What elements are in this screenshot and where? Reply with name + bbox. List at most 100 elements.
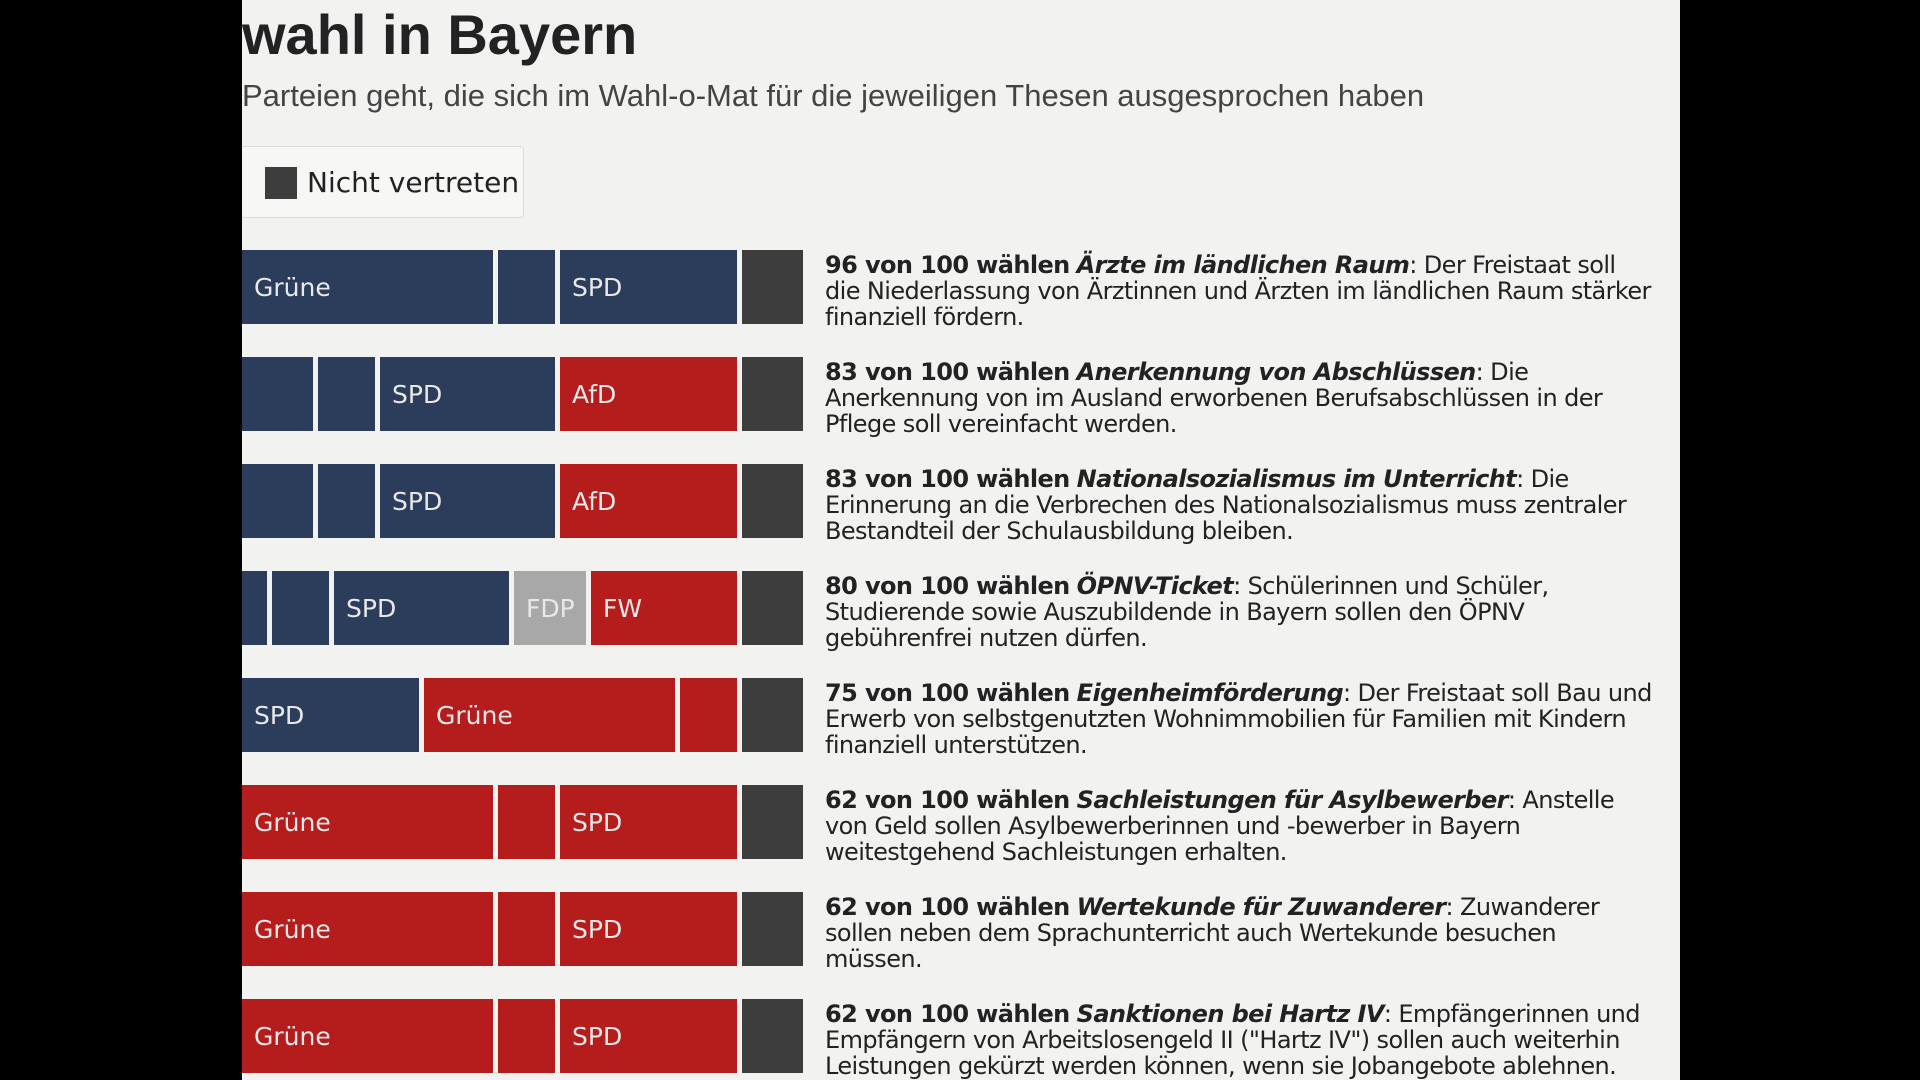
bar-segment-8-1	[242, 999, 493, 1073]
thesis-topic: ÖPNV-Ticket	[1076, 572, 1234, 600]
bar-segment-label: SPD	[392, 487, 442, 516]
thesis-text-6: 62 von 100 wählen Sachleistungen für Asy…	[825, 787, 1655, 865]
bar-segment-label: AfD	[572, 487, 616, 516]
thesis-topic: Wertekunde für Zuwanderer	[1076, 893, 1446, 921]
bar-segment-label: SPD	[572, 808, 622, 837]
bar-segment-4-1	[242, 571, 267, 645]
bar-segment-3-4	[560, 464, 737, 538]
bar-segment-5-3	[680, 678, 737, 752]
bar-row-3: SPD AfD	[242, 464, 803, 538]
bar-segment-1-4	[742, 250, 803, 324]
thesis-topic: Sachleistungen für Asylbewerber	[1076, 786, 1509, 814]
bar-segment-4-2	[272, 571, 329, 645]
thesis-count: 75 von 100 wählen	[825, 679, 1070, 707]
bar-segment-label: SPD	[572, 273, 622, 302]
bar-segment-2-4	[560, 357, 737, 431]
thesis-description: : Zuwanderer sollen neben dem Sprachunte…	[825, 893, 1600, 973]
bar-segment-6-1	[242, 785, 493, 859]
thesis-description: : Der Freistaat soll Bau und Erwerb von …	[825, 679, 1652, 759]
bar-segment-7-1	[242, 892, 493, 966]
bar-segment-1-1	[242, 250, 493, 324]
thesis-text-1: 96 von 100 wählen Ärzte im ländlichen Ra…	[825, 252, 1655, 330]
bar-row-7: Grüne SPD	[242, 892, 803, 966]
bar-segment-5-2	[424, 678, 675, 752]
legend: Nicht vertreten	[242, 146, 524, 218]
legend-label-not-represented: Nicht vertreten	[307, 166, 520, 199]
bar-segment-4-5	[591, 571, 737, 645]
bar-segment-1-3	[560, 250, 737, 324]
bar-row-6: Grüne SPD	[242, 785, 803, 859]
bar-segment-label: SPD	[392, 380, 442, 409]
thesis-description: : Schülerinnen und Schüler, Studierende …	[825, 572, 1549, 652]
thesis-count: 62 von 100 wählen	[825, 786, 1070, 814]
thesis-count: 62 von 100 wählen	[825, 893, 1070, 921]
chart-title: wahl in Bayern	[242, 3, 638, 66]
bar-segment-label: Grüne	[254, 915, 331, 944]
bar-row-4: SPD FDP FW	[242, 571, 803, 645]
bar-segment-label: SPD	[346, 594, 396, 623]
chart-subtitle: Parteien geht, die sich im Wahl-o-Mat fü…	[242, 78, 1425, 113]
bar-segment-label: Grüne	[254, 1022, 331, 1051]
bar-segment-8-3	[560, 999, 737, 1073]
thesis-description: : Empfängerinnen und Empfängern von Arbe…	[825, 1000, 1641, 1080]
thesis-text-5: 75 von 100 wählen Eigenheimförderung: De…	[825, 680, 1655, 758]
thesis-count: 83 von 100 wählen	[825, 358, 1070, 386]
bar-segment-5-1	[242, 678, 419, 752]
thesis-text-2: 83 von 100 wählen Anerkennung von Abschl…	[825, 359, 1655, 437]
bar-segment-label: SPD	[572, 915, 622, 944]
bar-segment-4-6	[742, 571, 803, 645]
bar-segment-label: AfD	[572, 380, 616, 409]
thesis-text-7: 62 von 100 wählen Wertekunde für Zuwande…	[825, 894, 1655, 972]
bar-row-5: SPD Grüne	[242, 678, 803, 752]
thesis-topic: Anerkennung von Abschlüssen	[1076, 358, 1477, 386]
thesis-topic: Ärzte im ländlichen Raum	[1076, 251, 1410, 279]
bar-segment-8-2	[498, 999, 555, 1073]
bar-segment-5-4	[742, 678, 803, 752]
thesis-description: : Anstelle von Geld sollen Asylbewerberi…	[825, 786, 1615, 866]
bar-segment-3-2	[318, 464, 375, 538]
bar-segment-2-3	[380, 357, 555, 431]
chart-panel: wahl in Bayern Parteien geht, die sich i…	[242, 0, 1680, 1080]
thesis-topic: Nationalsozialismus im Unterricht	[1076, 465, 1517, 493]
thesis-count: 96 von 100 wählen	[825, 251, 1070, 279]
bar-row-8: Grüne SPD	[242, 999, 803, 1073]
bar-segment-3-3	[380, 464, 555, 538]
bar-segment-2-2	[318, 357, 375, 431]
thesis-text-3: 83 von 100 wählen Nationalsozialismus im…	[825, 466, 1655, 544]
bar-segment-7-2	[498, 892, 555, 966]
bar-segment-3-1	[242, 464, 313, 538]
bar-segment-label: SPD	[572, 1022, 622, 1051]
bar-segment-6-2	[498, 785, 555, 859]
bar-segment-label: Grüne	[254, 808, 331, 837]
bar-segment-label: Grüne	[254, 273, 331, 302]
bar-segment-8-4	[742, 999, 803, 1073]
bar-segment-label: Grüne	[436, 701, 513, 730]
bar-row-1: Grüne SPD	[242, 250, 803, 324]
bar-segment-2-1	[242, 357, 313, 431]
thesis-count: 83 von 100 wählen	[825, 465, 1070, 493]
bar-segment-2-5	[742, 357, 803, 431]
bar-row-2: SPD AfD	[242, 357, 803, 431]
thesis-text-8: 62 von 100 wählen Sanktionen bei Hartz I…	[825, 1001, 1655, 1079]
bar-segment-4-3	[334, 571, 509, 645]
thesis-text-4: 80 von 100 wählen ÖPNV-Ticket: Schülerin…	[825, 573, 1655, 651]
bar-segment-6-3	[560, 785, 737, 859]
thesis-count: 62 von 100 wählen	[825, 1000, 1070, 1028]
bar-segment-1-2	[498, 250, 555, 324]
thesis-description: : Die Erinnerung an die Verbrechen des N…	[825, 465, 1627, 545]
thesis-topic: Sanktionen bei Hartz IV	[1076, 1000, 1385, 1028]
bar-segment-7-3	[560, 892, 737, 966]
bar-segment-6-4	[742, 785, 803, 859]
bar-segment-label: SPD	[254, 701, 304, 730]
bar-segment-label: FDP	[526, 594, 575, 623]
legend-swatch-not-represented	[265, 167, 297, 199]
thesis-count: 80 von 100 wählen	[825, 572, 1070, 600]
bar-segment-3-5	[742, 464, 803, 538]
bar-segment-label: FW	[603, 594, 642, 623]
thesis-description: : Der Freistaat soll die Niederlassung v…	[825, 251, 1651, 331]
thesis-topic: Eigenheimförderung	[1076, 679, 1344, 707]
bar-segment-7-4	[742, 892, 803, 966]
thesis-description: : Die Anerkennung von im Ausland erworbe…	[825, 358, 1603, 438]
bar-segment-4-4	[514, 571, 586, 645]
